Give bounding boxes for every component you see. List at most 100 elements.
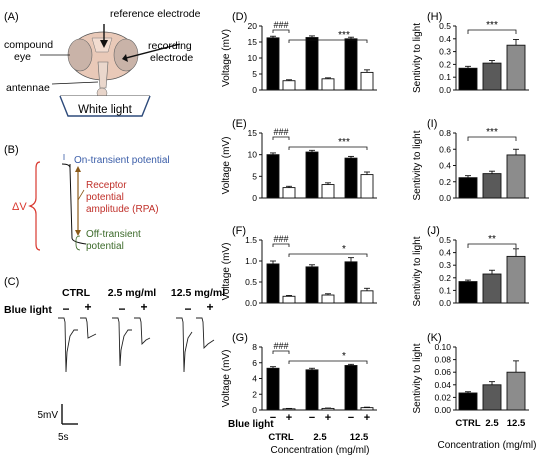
panel-b-label: (B) bbox=[4, 144, 19, 156]
off-transient-line-1: Off-transient bbox=[86, 229, 141, 240]
high-minus: − bbox=[184, 302, 191, 316]
group-label: CTRL bbox=[268, 432, 294, 443]
panel-label: (I) bbox=[427, 118, 437, 130]
sig-label-short: ### bbox=[273, 234, 288, 244]
high-plus: + bbox=[206, 300, 213, 314]
sig-bracket-long bbox=[288, 39, 368, 43]
sign-label: + bbox=[325, 412, 331, 424]
y-tick-label: 0.2 bbox=[439, 177, 451, 187]
y-tick-label: 10 bbox=[248, 53, 258, 63]
panel-b: (B) ΔV On-transient potential Receptor p… bbox=[4, 144, 170, 252]
sig-label: *** bbox=[486, 20, 498, 31]
group-label-12-5: 12.5 mg/ml bbox=[171, 287, 225, 299]
sig-bracket-short bbox=[272, 29, 290, 33]
compound-label: compound bbox=[4, 39, 53, 51]
group-label-2-5: 2.5 mg/ml bbox=[108, 287, 157, 299]
sign-label: − bbox=[348, 412, 354, 424]
sig-label-long: * bbox=[342, 244, 346, 255]
sig-bracket-long bbox=[288, 146, 368, 150]
y-tick-label: 0.0 bbox=[439, 85, 451, 95]
bar bbox=[506, 255, 526, 304]
bar bbox=[482, 384, 502, 411]
bar bbox=[458, 281, 478, 304]
delta-v-brace bbox=[28, 161, 41, 251]
bar bbox=[360, 290, 374, 304]
category-label: 12.5 bbox=[507, 418, 526, 429]
rpa-label-line-1: Receptor bbox=[86, 180, 127, 191]
y-tick-label: 0.4 bbox=[439, 34, 451, 44]
y-tick-label: 0.10 bbox=[434, 342, 451, 352]
x-axis-label: Concentration (mg/ml) bbox=[438, 440, 537, 451]
y-tick-label: 5 bbox=[252, 171, 257, 181]
on-transient-label: On-transient potential bbox=[74, 155, 170, 166]
y-axis-label: Sentivity to light bbox=[412, 130, 423, 200]
y-tick-label: 1.0 bbox=[245, 256, 257, 266]
panel-label: (K) bbox=[427, 332, 442, 344]
y-tick-label: 8 bbox=[252, 342, 257, 352]
y-tick-label: 0.5 bbox=[439, 21, 451, 31]
ctrl-plus: + bbox=[84, 300, 91, 314]
sig-label: ** bbox=[488, 234, 496, 245]
y-axis-label: Voltage (mV) bbox=[221, 243, 232, 301]
sig-label-long: *** bbox=[338, 30, 350, 41]
y-tick-label: 0.08 bbox=[434, 355, 451, 365]
y-tick-label: 0.6 bbox=[439, 144, 451, 154]
white-light-label: White light bbox=[78, 104, 132, 116]
y-tick-label: 0.04 bbox=[434, 380, 451, 390]
bar bbox=[321, 184, 335, 199]
y-tick-label: 0 bbox=[252, 405, 257, 415]
blue-light-label: Blue light bbox=[4, 304, 52, 316]
category-label: CTRL bbox=[455, 418, 481, 429]
sign-label: + bbox=[364, 412, 370, 424]
y-tick-label: 0.00 bbox=[434, 405, 451, 415]
panel-label: (J) bbox=[427, 225, 440, 237]
bar bbox=[458, 67, 478, 91]
panel-label: (H) bbox=[427, 11, 442, 23]
bar bbox=[360, 407, 374, 411]
erg-traces bbox=[58, 317, 215, 373]
chart-i: (I) Sentivity to light 0.0 0.2 0.4 0.6 0.8 *** bbox=[412, 118, 529, 203]
rpa-label-line-2: potential bbox=[86, 192, 124, 203]
chart-e: (E)Voltage (mV) 0 5 10 15 ### *** bbox=[221, 118, 377, 203]
bar bbox=[321, 294, 335, 304]
y-tick-label: 0.1 bbox=[439, 72, 451, 82]
y-tick-label: 0.5 bbox=[439, 235, 451, 245]
bar bbox=[482, 273, 502, 304]
sig-bracket-long bbox=[288, 360, 368, 364]
group-label-ctrl: CTRL bbox=[62, 287, 91, 299]
chart-d: (D)Voltage (mV) 0 5 10 15 20 ### *** bbox=[221, 11, 377, 95]
bar bbox=[282, 187, 296, 199]
mid-plus: + bbox=[140, 300, 147, 314]
bar bbox=[305, 369, 319, 411]
bar bbox=[282, 408, 296, 411]
panel-label: (E) bbox=[232, 118, 247, 130]
sig-label-short: ### bbox=[273, 341, 288, 351]
scale-voltage-label: 5mV bbox=[37, 410, 58, 421]
y-axis-label: Voltage (mV) bbox=[221, 350, 232, 408]
y-axis-label: Voltage (mV) bbox=[221, 29, 232, 87]
ctrl-minus: − bbox=[62, 302, 69, 316]
y-tick-label: 0.4 bbox=[439, 248, 451, 258]
sig-bracket bbox=[467, 243, 517, 248]
bar bbox=[344, 261, 358, 304]
off-transient-line-2: potential bbox=[86, 241, 124, 252]
white-light-box bbox=[59, 95, 151, 117]
y-axis-label: Sentivity to light bbox=[412, 236, 423, 306]
panel-a-label: (A) bbox=[4, 11, 19, 23]
bar bbox=[266, 263, 280, 304]
panel-label: (G) bbox=[232, 332, 248, 344]
bar bbox=[305, 37, 319, 91]
bar bbox=[344, 365, 358, 411]
sig-bracket bbox=[467, 29, 517, 34]
chart-j: (J) Sentivity to light 0.0 0.1 0.2 0.3 0.4 0.5 *… bbox=[412, 225, 529, 308]
reference-electrode-label: reference electrode bbox=[110, 8, 201, 20]
recording-electrode-line bbox=[125, 43, 181, 59]
erg-trace bbox=[61, 163, 87, 245]
bar bbox=[506, 154, 526, 199]
panel-label: (D) bbox=[232, 11, 247, 23]
y-tick-label: 0.1 bbox=[439, 285, 451, 295]
y-tick-label: 0.3 bbox=[439, 47, 451, 57]
sign-label: − bbox=[270, 412, 276, 424]
